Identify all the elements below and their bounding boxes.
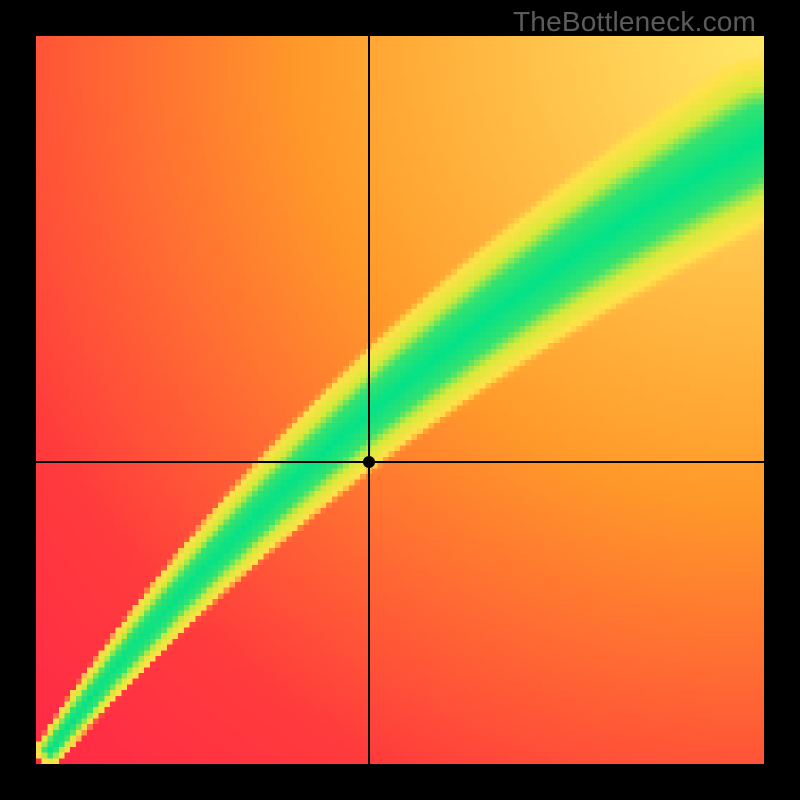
crosshair-vertical [368, 36, 370, 764]
watermark-text: TheBottleneck.com [513, 6, 756, 38]
bottleneck-heatmap [36, 36, 764, 764]
crosshair-horizontal [36, 461, 764, 463]
